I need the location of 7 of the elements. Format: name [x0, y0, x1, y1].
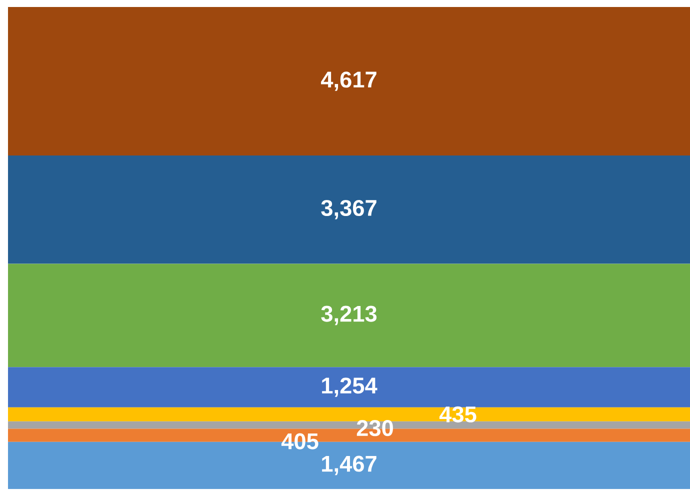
data-label: 405	[281, 433, 318, 450]
data-label: 435	[439, 406, 476, 422]
data-label: 4,617	[320, 72, 376, 91]
data-label: 3,367	[321, 200, 376, 220]
data-label: 1,254	[322, 378, 378, 397]
data-label: 1,467	[322, 456, 376, 476]
data-label: 3,213	[321, 306, 377, 326]
